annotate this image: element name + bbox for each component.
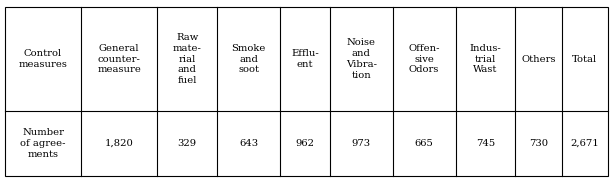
Text: Number
of agree-
ments: Number of agree- ments bbox=[20, 128, 66, 158]
Text: 973: 973 bbox=[352, 139, 371, 148]
Text: Total: Total bbox=[573, 55, 598, 64]
Text: 665: 665 bbox=[415, 139, 433, 148]
Text: Efflu-
ent: Efflu- ent bbox=[291, 49, 319, 69]
Text: 962: 962 bbox=[295, 139, 314, 148]
Text: Control
measures: Control measures bbox=[18, 49, 67, 69]
Text: 329: 329 bbox=[178, 139, 197, 148]
Text: Raw
mate-
rial
and
fuel: Raw mate- rial and fuel bbox=[173, 33, 202, 85]
Text: 730: 730 bbox=[529, 139, 548, 148]
Text: Noise
and
Vibra-
tion: Noise and Vibra- tion bbox=[346, 38, 376, 80]
Text: 2,671: 2,671 bbox=[571, 139, 600, 148]
Text: Others: Others bbox=[521, 55, 556, 64]
Text: 1,820: 1,820 bbox=[105, 139, 134, 148]
Text: 643: 643 bbox=[239, 139, 258, 148]
Text: Offen-
sive
Odors: Offen- sive Odors bbox=[408, 44, 440, 74]
Text: 745: 745 bbox=[476, 139, 495, 148]
Text: Indus-
trial
Wast: Indus- trial Wast bbox=[470, 44, 501, 74]
Text: Smoke
and
soot: Smoke and soot bbox=[231, 44, 265, 74]
Text: General
counter-
measure: General counter- measure bbox=[97, 44, 141, 74]
